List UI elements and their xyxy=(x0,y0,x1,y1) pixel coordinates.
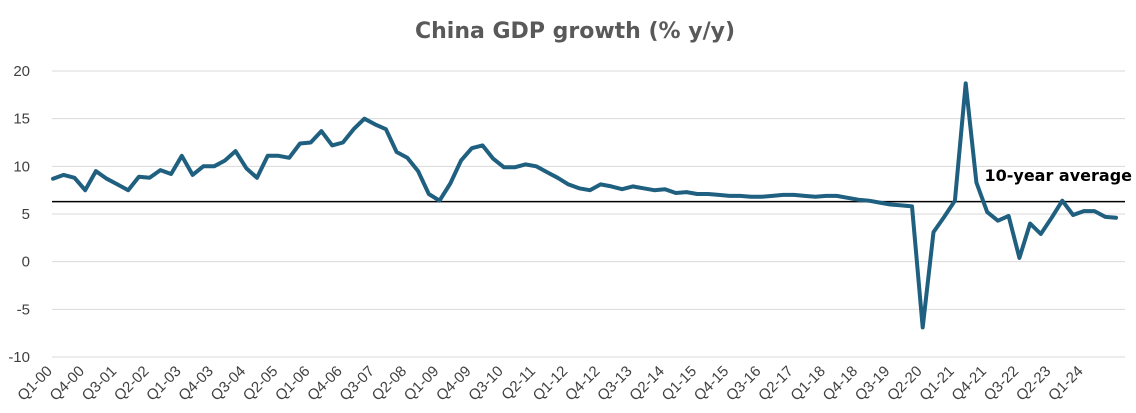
x-tick-label: Q4-03 xyxy=(175,363,217,405)
x-axis-tick-labels: Q1-00Q4-00Q3-01Q2-02Q1-03Q4-03Q3-04Q2-05… xyxy=(14,363,1086,405)
y-tick-label: 10 xyxy=(13,158,30,175)
x-tick-label: Q2-05 xyxy=(240,363,282,405)
x-tick-label: Q1-24 xyxy=(1045,363,1087,405)
x-tick-label: Q4-09 xyxy=(433,363,475,405)
x-tick-label: Q2-23 xyxy=(1013,363,1055,405)
y-tick-label: 20 xyxy=(13,63,30,80)
gridlines xyxy=(52,70,1125,358)
x-tick-label: Q3-22 xyxy=(981,363,1023,405)
x-tick-label: Q1-18 xyxy=(787,363,829,405)
gdp-growth-series-line xyxy=(51,81,1118,330)
ten-year-average-label: 10-year average xyxy=(984,166,1132,185)
x-tick-label: Q1-00 xyxy=(14,363,56,405)
x-tick-label: Q4-15 xyxy=(691,363,733,405)
x-tick-label: Q4-18 xyxy=(820,363,862,405)
y-tick-label: 5 xyxy=(22,206,30,223)
x-tick-label: Q1-09 xyxy=(401,363,443,405)
x-tick-label: Q4-00 xyxy=(47,363,89,405)
y-tick-label: 15 xyxy=(13,111,30,128)
x-tick-label: Q3-16 xyxy=(723,363,765,405)
x-tick-label: Q2-08 xyxy=(369,363,411,405)
series-group xyxy=(51,81,1118,330)
x-tick-label: Q3-19 xyxy=(852,363,894,405)
x-tick-label: Q4-21 xyxy=(948,363,990,405)
x-tick-label: Q1-06 xyxy=(272,363,314,405)
x-tick-label: Q2-20 xyxy=(884,363,926,405)
x-tick-label: Q3-01 xyxy=(79,363,121,405)
chart-title: China GDP growth (% y/y) xyxy=(415,19,735,44)
x-tick-label: Q3-04 xyxy=(208,363,250,405)
x-tick-label: Q3-10 xyxy=(465,363,507,405)
y-tick-label: -10 xyxy=(8,349,30,366)
x-tick-label: Q2-11 xyxy=(498,363,539,404)
y-axis-tick-labels: 20 15 10 5 0 -5 -10 xyxy=(8,63,30,366)
x-tick-label: Q1-03 xyxy=(143,363,185,405)
y-tick-label: 0 xyxy=(22,254,30,271)
x-tick-label: Q2-02 xyxy=(111,363,153,405)
x-tick-label: Q1-15 xyxy=(659,363,701,405)
x-tick-label: Q2-14 xyxy=(626,363,668,405)
reference-line-group: 10-year average xyxy=(52,166,1132,203)
x-tick-label: Q1-12 xyxy=(530,363,572,405)
y-tick-label: -5 xyxy=(17,301,30,318)
x-tick-label: Q3-13 xyxy=(594,363,636,405)
x-tick-label: Q4-06 xyxy=(304,363,346,405)
x-tick-label: Q1-21 xyxy=(916,363,958,405)
x-tick-label: Q3-07 xyxy=(336,363,378,405)
x-tick-label: Q4-12 xyxy=(562,363,604,405)
x-tick-label: Q2-17 xyxy=(755,363,797,405)
